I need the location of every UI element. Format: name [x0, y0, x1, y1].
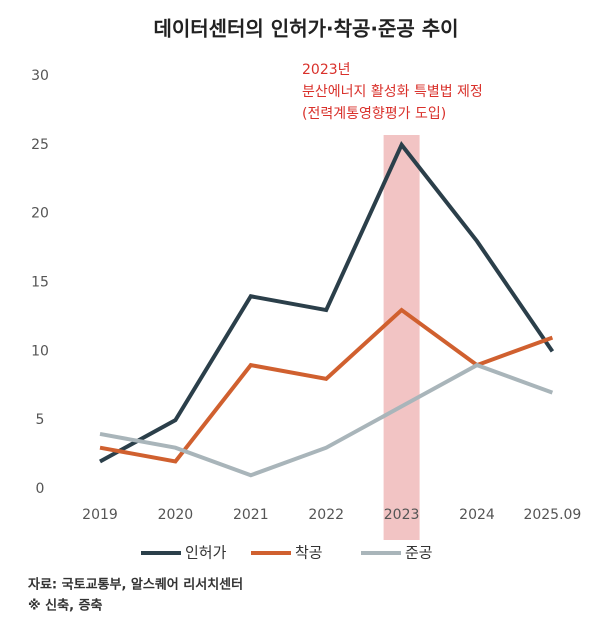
y-tick-label: 10: [31, 343, 49, 359]
x-tick-label: 2023: [384, 507, 420, 523]
legend-label: 착공: [295, 544, 323, 562]
y-tick-label: 30: [31, 68, 49, 84]
y-tick-label: 20: [31, 206, 49, 222]
legend-label: 준공: [405, 544, 433, 562]
x-tick-label: 2020: [158, 507, 194, 523]
x-tick-label: 2024: [459, 507, 495, 523]
x-tick-label: 2021: [233, 507, 269, 523]
legend-label: 인허가: [185, 544, 227, 562]
chart-title: 데이터센터의 인허가·착공·준공 추이: [153, 17, 458, 41]
annotation: 분산에너지 활성화 특별법 제정: [302, 84, 483, 100]
x-tick-label: 2025.09: [523, 507, 581, 523]
y-tick-label: 25: [31, 137, 49, 153]
highlight-band: [383, 135, 420, 540]
y-tick-label: 0: [36, 481, 45, 497]
line-series: [99, 362, 554, 478]
line-series: [99, 141, 555, 464]
x-tick-label: 2022: [308, 507, 344, 523]
note: ※ 신축, 증축: [28, 598, 103, 614]
x-tick-label: 2019: [82, 507, 118, 523]
source: 자료: 국토교통부, 알스퀘어 리서치센터: [28, 577, 243, 593]
annotation: 2023년: [302, 62, 351, 78]
annotation: (전력계통영향평가 도입): [302, 106, 446, 122]
y-tick-label: 15: [31, 275, 49, 291]
line-series: [99, 307, 554, 464]
y-tick-label: 5: [36, 412, 45, 428]
